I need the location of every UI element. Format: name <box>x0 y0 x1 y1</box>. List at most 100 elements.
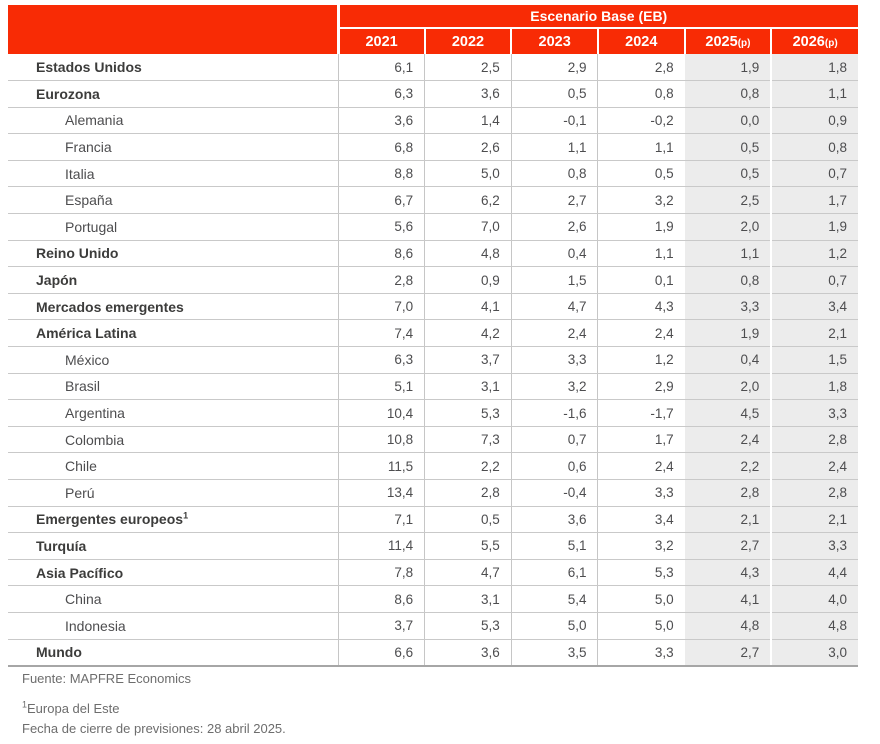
row-label: Turquía <box>8 532 339 560</box>
value-cell: 2,8 <box>684 479 772 507</box>
table-row: España 6,7 6,2 2,7 3,2 2,5 1,7 <box>8 186 858 215</box>
value-cell: 4,3 <box>597 293 685 321</box>
row-label: Francia <box>8 133 339 161</box>
value-cell: 2,4 <box>510 319 598 348</box>
value-cell: 6,3 <box>337 346 425 374</box>
value-cell: 1,9 <box>597 213 685 241</box>
value-cell: 3,1 <box>424 585 512 613</box>
row-label-text: Brasil <box>65 378 101 395</box>
value-cell: 3,3 <box>684 293 772 321</box>
value-cell: 1,5 <box>510 266 598 294</box>
value-cell: 10,8 <box>337 426 425 454</box>
value-cell: 2,7 <box>684 639 772 667</box>
value-cell: 7,1 <box>337 506 425 534</box>
value-cell: 3,5 <box>510 639 598 667</box>
value-cell: 4,8 <box>684 612 772 640</box>
value-cell: 0,1 <box>597 266 685 294</box>
value-cell: 0,9 <box>424 266 512 294</box>
row-label: Portugal <box>8 213 339 241</box>
row-label-text: Francia <box>65 139 112 156</box>
value-cell: 2,5 <box>424 54 512 82</box>
row-label: Reino Unido <box>8 240 339 268</box>
row-label-text: América Latina <box>36 325 137 342</box>
footnotes: 1Europa del Este Fecha de cierre de prev… <box>22 699 286 738</box>
value-cell: 5,0 <box>510 612 598 640</box>
year-label: 2021 <box>365 33 398 50</box>
value-cell: 5,1 <box>510 532 598 560</box>
value-cell: 0,7 <box>770 266 858 294</box>
value-cell: 4,5 <box>684 399 772 427</box>
value-cell: 5,1 <box>337 373 425 401</box>
row-label-text: España <box>65 192 113 209</box>
footnote-europa: 1Europa del Este <box>22 699 286 719</box>
table-row: Alemania 3,6 1,4 -0,1 -0,2 0,0 0,9 <box>8 107 858 135</box>
row-label: Brasil <box>8 373 339 401</box>
row-label: Chile <box>8 452 339 480</box>
row-label: Colombia <box>8 426 339 454</box>
table-row: Chile 11,5 2,2 0,6 2,4 2,2 2,4 <box>8 452 858 480</box>
value-cell: 2,8 <box>770 426 858 454</box>
value-cell: 1,4 <box>424 107 512 135</box>
row-label-text: Asia Pacífico <box>36 564 124 581</box>
table-row: Japón 2,8 0,9 1,5 0,1 0,8 0,7 <box>8 266 858 294</box>
value-cell: 5,3 <box>597 559 685 587</box>
value-cell: 0,8 <box>684 80 772 108</box>
value-cell: 3,6 <box>510 506 598 534</box>
table-row: Reino Unido 8,6 4,8 0,4 1,1 1,1 1,2 <box>8 240 858 268</box>
table-row: Mundo 6,6 3,6 3,5 3,3 2,7 3,0 <box>8 639 858 667</box>
closing-date-note: Fecha de cierre de previsiones: 28 abril… <box>22 720 286 736</box>
value-cell: 2,9 <box>597 373 685 401</box>
value-cell: 2,1 <box>770 319 858 348</box>
row-label-text: Portugal <box>65 218 118 235</box>
table-row: Francia 6,8 2,6 1,1 1,1 0,5 0,8 <box>8 133 858 161</box>
value-cell: 3,6 <box>424 80 512 108</box>
row-label-text: Eurozona <box>36 85 100 102</box>
value-cell: 1,7 <box>597 426 685 454</box>
value-cell: 5,4 <box>510 585 598 613</box>
table-row: Portugal 5,6 7,0 2,6 1,9 2,0 1,9 <box>8 213 858 241</box>
value-cell: -0,1 <box>510 107 598 135</box>
value-cell: 6,6 <box>337 639 425 667</box>
value-cell: 0,8 <box>770 133 858 161</box>
value-cell: 3,7 <box>424 346 512 374</box>
value-cell: 4,8 <box>770 612 858 640</box>
row-label: Eurozona <box>8 80 339 108</box>
row-label: Asia Pacífico <box>8 559 339 587</box>
value-cell: 5,6 <box>337 213 425 241</box>
year-label: 2023 <box>538 33 571 50</box>
value-cell: 1,9 <box>684 54 772 82</box>
value-cell: 6,3 <box>337 80 425 108</box>
value-cell: 0,5 <box>510 80 598 108</box>
source-note: Fuente: MAPFRE Economics <box>22 671 192 686</box>
value-cell: 0,5 <box>424 506 512 534</box>
value-cell: 5,3 <box>424 399 512 427</box>
value-cell: -0,4 <box>510 479 598 507</box>
value-cell: 11,5 <box>337 452 425 480</box>
value-cell: 2,7 <box>684 532 772 560</box>
value-cell: 2,1 <box>770 506 858 534</box>
year-label: 2024 <box>625 33 658 50</box>
year-header: 2022 <box>423 28 512 54</box>
value-cell: 5,0 <box>597 585 685 613</box>
row-label: Emergentes europeos1 <box>8 506 339 534</box>
value-cell: 3,4 <box>597 506 685 534</box>
value-cell: 4,7 <box>424 559 512 587</box>
row-label: Italia <box>8 160 339 188</box>
value-cell: 6,7 <box>337 186 425 215</box>
value-cell: 5,5 <box>424 532 512 560</box>
table-row: Asia Pacífico 7,8 4,7 6,1 5,3 4,3 4,4 <box>8 559 858 587</box>
value-cell: 0,8 <box>684 266 772 294</box>
value-cell: 0,7 <box>770 160 858 188</box>
value-cell: 1,1 <box>684 240 772 268</box>
row-label-text: Japón <box>36 272 78 289</box>
row-label: Japón <box>8 266 339 294</box>
row-label-text: China <box>65 591 102 608</box>
value-cell: 4,1 <box>684 585 772 613</box>
value-cell: 8,6 <box>337 585 425 613</box>
value-cell: 4,3 <box>684 559 772 587</box>
row-label-text: Reino Unido <box>36 245 119 262</box>
row-label: Mundo <box>8 639 339 667</box>
year-header: 2026(p) <box>770 28 858 54</box>
provisional-suffix: (p) <box>824 37 838 49</box>
value-cell: 2,4 <box>597 452 685 480</box>
